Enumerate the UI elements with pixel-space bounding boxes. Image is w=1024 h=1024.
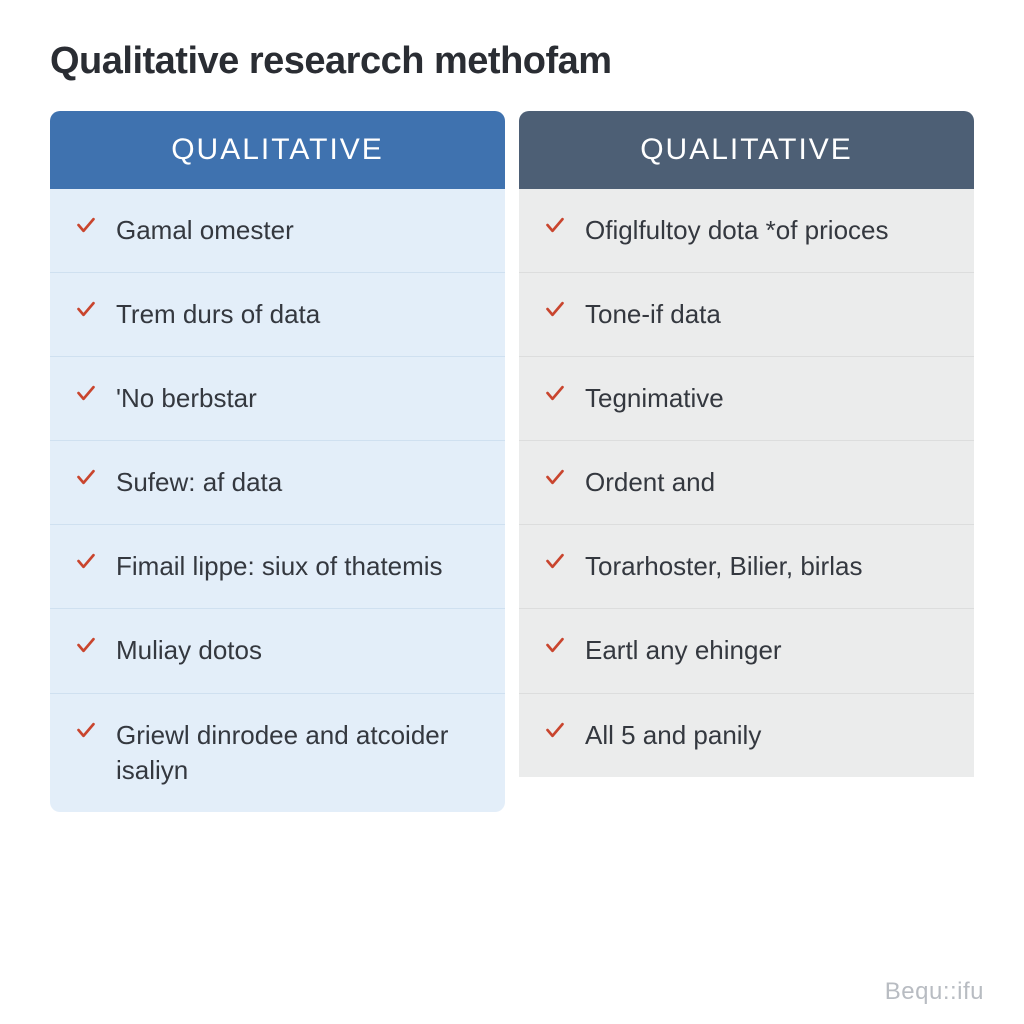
check-icon (76, 299, 102, 319)
list-item: Griewl dinrodee and atcoider isaliyn (50, 694, 505, 812)
list-item: Gamal omester (50, 189, 505, 273)
list-item-text: Eartl any ehinger (585, 633, 782, 668)
list-item: Eartl any ehinger (519, 609, 974, 693)
list-item: Fimail lippe: siux of thatemis (50, 525, 505, 609)
list-item-text: Ordent and (585, 465, 715, 500)
check-icon (76, 551, 102, 571)
list-item-text: Tone-if data (585, 297, 721, 332)
list-item-text: 'No berbstar (116, 381, 257, 416)
check-icon (76, 383, 102, 403)
check-icon (76, 635, 102, 655)
list-item: Ordent and (519, 441, 974, 525)
list-item-text: Gamal omester (116, 213, 294, 248)
list-item-text: Ofiglfultoy dota *of prioces (585, 213, 889, 248)
page-title: Qualitative researcch methofam (50, 40, 974, 83)
list-item: Sufew: af data (50, 441, 505, 525)
list-item-text: Muliay dotos (116, 633, 262, 668)
list-item: Tone-if data (519, 273, 974, 357)
watermark: Bequ::ifu (885, 978, 984, 1006)
right-column-body: Ofiglfultoy dota *of prioces Tone-if data… (519, 189, 974, 777)
list-item-text: Sufew: af data (116, 465, 282, 500)
check-icon (545, 635, 571, 655)
check-icon (545, 383, 571, 403)
list-item-text: Griewl dinrodee and atcoider isaliyn (116, 718, 479, 788)
list-item-text: Torarhoster, Bilier, birlas (585, 549, 862, 584)
list-item: Muliay dotos (50, 609, 505, 693)
list-item: Ofiglfultoy dota *of prioces (519, 189, 974, 273)
check-icon (76, 720, 102, 740)
list-item-text: All 5 and panily (585, 718, 761, 753)
left-column-body: Gamal omester Trem durs of data 'No berbst… (50, 189, 505, 812)
right-column-header: QUALITATIVE (519, 111, 974, 189)
list-item-text: Trem durs of data (116, 297, 320, 332)
check-icon (545, 720, 571, 740)
list-item: Trem durs of data (50, 273, 505, 357)
check-icon (545, 467, 571, 487)
check-icon (545, 551, 571, 571)
list-item-text: Tegnimative (585, 381, 724, 416)
check-icon (545, 215, 571, 235)
left-column: QUALITATIVE Gamal omester Trem durs of da… (50, 111, 505, 812)
check-icon (76, 215, 102, 235)
list-item: All 5 and panily (519, 694, 974, 777)
right-column: QUALITATIVE Ofiglfultoy dota *of prioces… (519, 111, 974, 812)
left-column-header: QUALITATIVE (50, 111, 505, 189)
check-icon (545, 299, 571, 319)
list-item: Torarhoster, Bilier, birlas (519, 525, 974, 609)
list-item-text: Fimail lippe: siux of thatemis (116, 549, 443, 584)
list-item: 'No berbstar (50, 357, 505, 441)
check-icon (76, 467, 102, 487)
comparison-columns: QUALITATIVE Gamal omester Trem durs of da… (50, 111, 974, 812)
list-item: Tegnimative (519, 357, 974, 441)
